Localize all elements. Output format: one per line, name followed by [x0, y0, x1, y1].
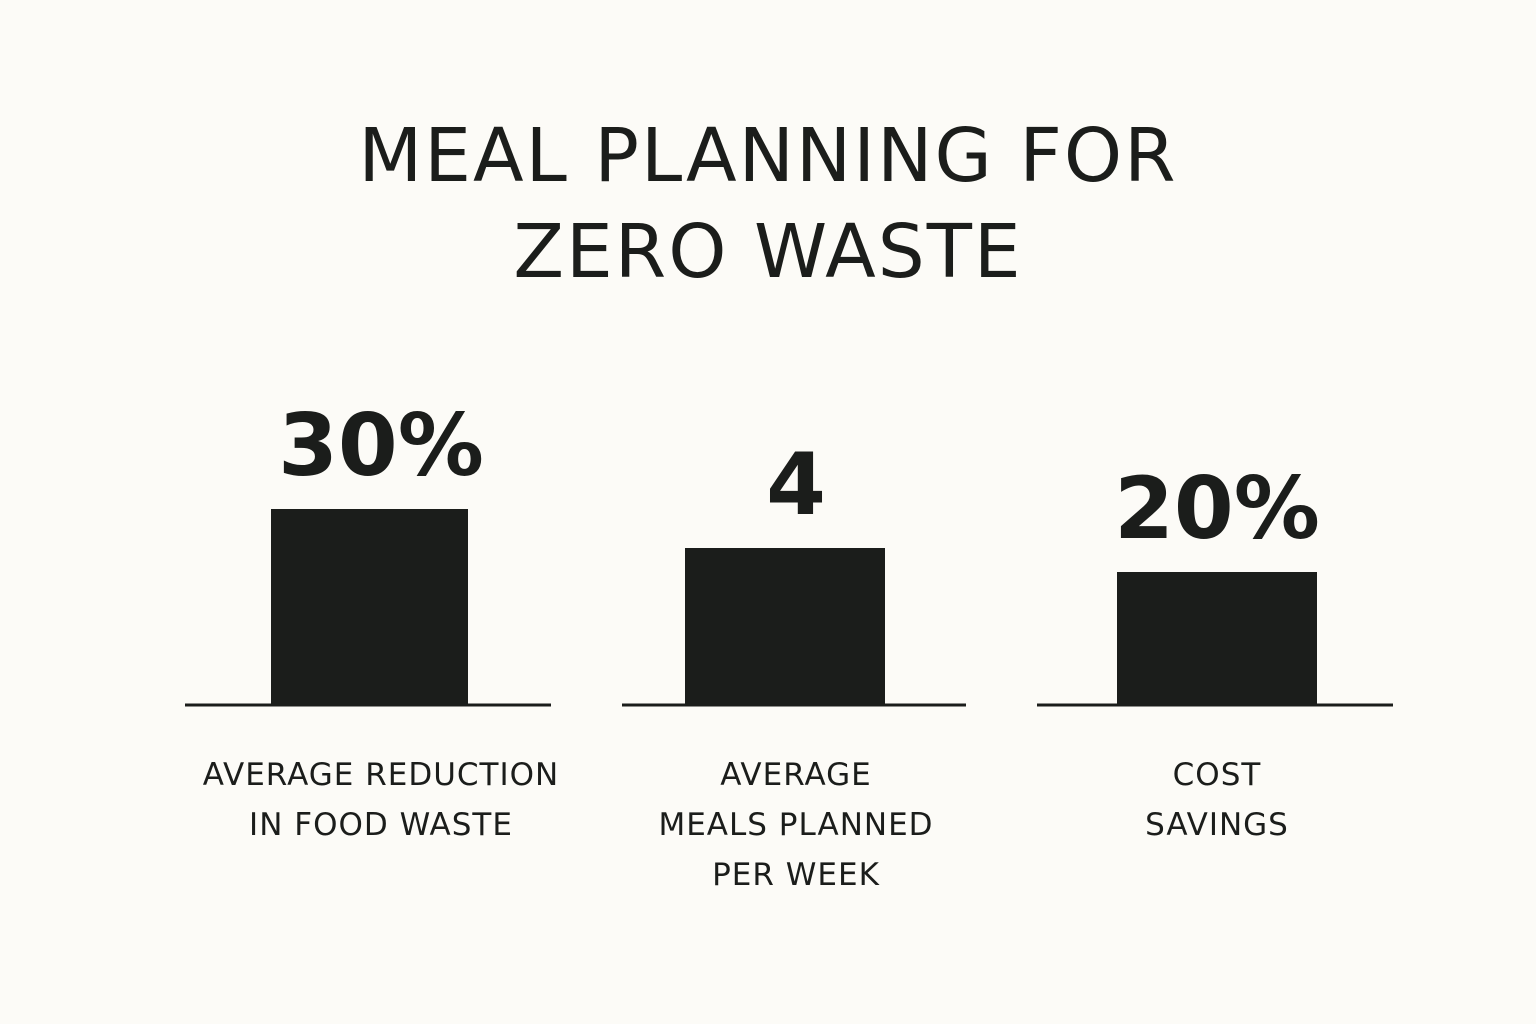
bar-panel-2: 4 AVERAGE MEALS PLANNED PER WEEK	[622, 435, 966, 893]
category-label-3: COST SAVINGS	[1145, 757, 1289, 843]
category-label-2-line-3: PER WEEK	[712, 857, 880, 893]
chart-title-line-1: MEAL PLANNING FOR	[358, 113, 1178, 199]
category-label-2-line-2: MEALS PLANNED	[658, 807, 933, 843]
value-label-1: 30%	[278, 396, 484, 496]
value-label-3: 20%	[1114, 459, 1320, 559]
category-label-2: AVERAGE MEALS PLANNED PER WEEK	[658, 757, 933, 893]
category-label-1-line-1: AVERAGE REDUCTION	[203, 757, 559, 793]
category-label-3-line-1: COST	[1173, 757, 1262, 793]
category-label-1: AVERAGE REDUCTION IN FOOD WASTE	[203, 757, 559, 843]
bar-3	[1117, 572, 1317, 705]
value-label-2: 4	[766, 435, 826, 535]
bar-panel-3: 20% COST SAVINGS	[1037, 459, 1393, 843]
chart-title-line-2: ZERO WASTE	[513, 209, 1023, 295]
category-label-2-line-1: AVERAGE	[720, 757, 872, 793]
category-label-1-line-2: IN FOOD WASTE	[249, 807, 513, 843]
bar-2	[685, 548, 885, 705]
category-label-3-line-2: SAVINGS	[1145, 807, 1289, 843]
bar-1	[271, 509, 468, 705]
bar-panel-1: 30% AVERAGE REDUCTION IN FOOD WASTE	[185, 396, 559, 843]
chart-title: MEAL PLANNING FOR ZERO WASTE	[0, 108, 1536, 300]
